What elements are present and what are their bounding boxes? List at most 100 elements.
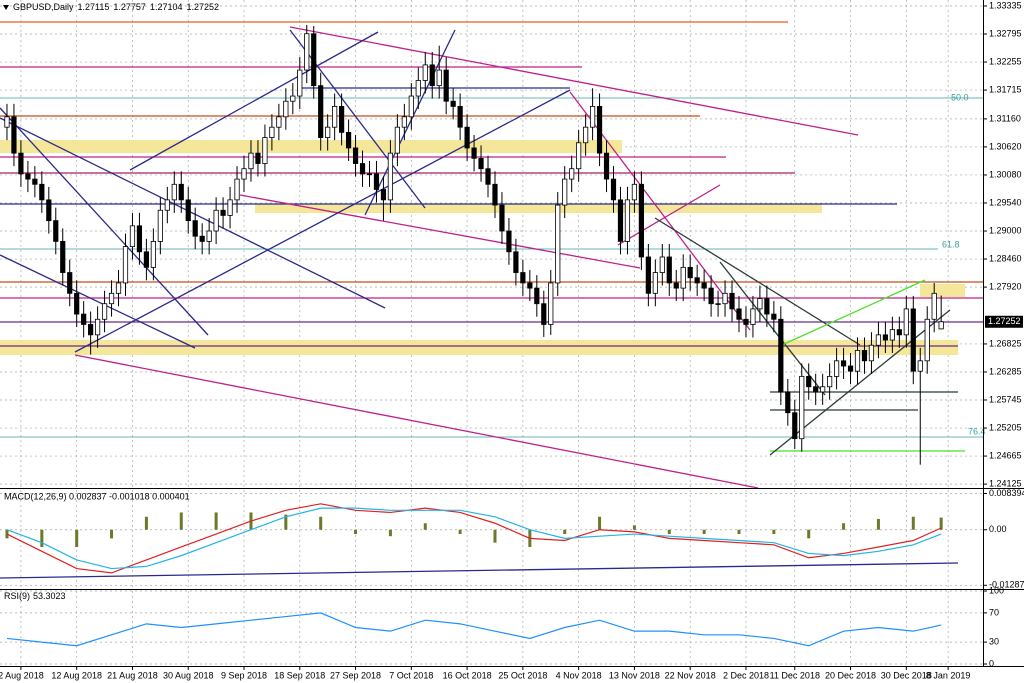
candle-body — [143, 251, 150, 268]
y-tick-label: 1.31715 — [989, 84, 1022, 94]
candle-body — [345, 131, 352, 149]
trend-line — [239, 194, 641, 269]
candle-body — [513, 251, 519, 273]
x-tick-label: 22 Nov 2018 — [665, 670, 716, 680]
x-tick-label: 30 Aug 2018 — [163, 670, 214, 680]
candle-body — [18, 152, 24, 175]
candle-body — [178, 183, 184, 201]
candle-body — [917, 360, 923, 372]
candle-body — [729, 292, 735, 310]
candle-body — [129, 225, 136, 247]
y-tick-label: 1.24665 — [989, 450, 1022, 460]
macd-bar — [5, 529, 9, 539]
candle-body — [875, 334, 882, 346]
candle-body — [220, 209, 226, 216]
candle-body — [227, 199, 233, 216]
y-tick-label: 1.27920 — [989, 281, 1022, 291]
candle-body — [32, 178, 38, 185]
x-tick-label: 4 Nov 2018 — [556, 670, 602, 680]
trend-line — [781, 279, 926, 346]
candle-body — [847, 365, 854, 372]
candle-body — [673, 282, 679, 289]
candle-body — [771, 313, 777, 320]
candle-body — [541, 303, 547, 325]
candle-body — [262, 137, 268, 164]
candle-body — [687, 266, 693, 279]
rsi-name: RSI(9) — [4, 591, 30, 601]
candle-body — [422, 64, 428, 81]
candle-body — [46, 199, 52, 222]
candle-body — [150, 241, 156, 268]
candle-body — [833, 360, 840, 377]
candle-body — [506, 230, 512, 253]
macd-bar — [110, 529, 114, 539]
y-tick-label: 100 — [989, 585, 1004, 595]
candle-body — [652, 272, 658, 294]
macd-bar — [458, 529, 462, 535]
candle-body — [743, 318, 749, 325]
macd-bar — [388, 529, 392, 537]
candle-body — [638, 183, 644, 258]
candle-body — [527, 282, 533, 289]
macd-bar — [493, 529, 497, 543]
macd-bar — [632, 525, 636, 530]
macd-title: MACD(12,26,9) 0.002837 -0.001018 0.00040… — [4, 491, 190, 501]
candle-body — [694, 277, 700, 284]
y-tick-label: 70 — [989, 607, 999, 617]
x-tick-label: 8 Jan 2019 — [926, 670, 971, 680]
candle-body — [785, 391, 791, 414]
candle-body — [534, 287, 540, 305]
candle-body — [101, 303, 108, 320]
trend-line — [617, 184, 721, 246]
candle-body — [645, 256, 651, 294]
candle-body — [820, 386, 826, 393]
candle-body — [276, 116, 282, 128]
candle-body — [492, 183, 498, 206]
y-tick-label: 1.32795 — [989, 28, 1022, 38]
candle-body — [11, 116, 17, 154]
fib-label: 61.8 — [942, 239, 960, 249]
y-tick-label: 1.26285 — [989, 366, 1022, 376]
candle-body — [910, 308, 916, 372]
candle-body — [457, 106, 463, 128]
ohlc-low: 1.27104 — [150, 2, 183, 12]
candle-body — [95, 318, 101, 336]
macd-bar — [807, 529, 811, 539]
candle-body — [60, 241, 66, 273]
candle-body — [799, 375, 805, 440]
macd-bar — [598, 516, 602, 530]
rsi-value: 53.3023 — [33, 591, 66, 601]
candle-body — [548, 282, 554, 325]
candle-body — [464, 126, 470, 149]
x-tick-label: 25 Oct 2018 — [498, 670, 547, 680]
candle-body — [701, 282, 707, 289]
trend-line — [0, 117, 386, 309]
macd-bar — [563, 529, 567, 535]
candle-body — [290, 95, 296, 102]
candle-body — [603, 152, 610, 180]
x-tick-label: 27 Sep 2018 — [330, 670, 381, 680]
candle-body — [248, 152, 254, 170]
candle-body — [373, 173, 380, 190]
candle-body — [136, 225, 143, 253]
macd-bar — [876, 518, 880, 530]
trend-line — [0, 562, 959, 579]
price-label-box — [985, 315, 1023, 328]
trend-line — [719, 261, 826, 396]
zone — [255, 204, 822, 213]
y-tick-label: 0.00 — [989, 524, 1007, 534]
candle-body — [813, 386, 819, 393]
macd-line — [6, 507, 942, 570]
y-tick-label: 1.28460 — [989, 253, 1022, 263]
trend-line — [129, 31, 379, 171]
candle-body — [352, 147, 359, 164]
candle-body — [164, 199, 170, 211]
trend-line — [0, 107, 209, 336]
macd-bar — [939, 517, 943, 530]
candle-body — [931, 292, 937, 320]
candle-body — [471, 147, 477, 159]
title-icon — [3, 5, 9, 10]
trend-line — [654, 217, 861, 346]
trend-line — [364, 29, 456, 216]
macd-line — [6, 503, 942, 574]
